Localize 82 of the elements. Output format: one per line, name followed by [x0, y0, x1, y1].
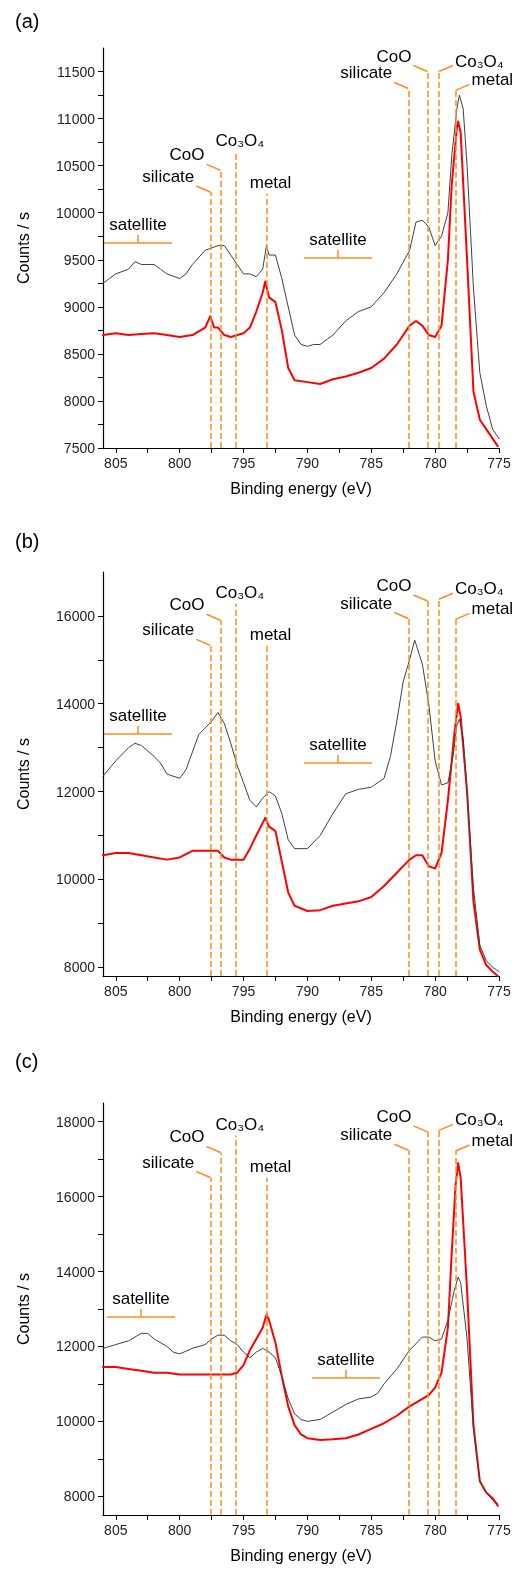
- y-tick-label: 16000: [56, 1188, 96, 1205]
- y-tick-label: 8000: [63, 1488, 96, 1505]
- y-tick-label: 10000: [56, 871, 96, 888]
- y-tick-label: 10000: [56, 204, 96, 221]
- annotation: metal: [471, 70, 514, 90]
- annotation: silicate: [340, 63, 393, 83]
- x-tick-label: 805: [104, 455, 128, 471]
- chart-title: (a): [15, 10, 40, 32]
- annotation: Co₃O₄: [454, 51, 504, 71]
- chart-title: (c): [15, 1050, 39, 1072]
- x-tick-label: 805: [104, 1522, 128, 1538]
- y-tick-label: 9500: [63, 251, 96, 268]
- x-tick-label: 785: [359, 455, 384, 471]
- y-tick-label: 8000: [63, 392, 96, 409]
- y-tick-label: 12000: [56, 1338, 96, 1355]
- y-tick-label: 8500: [63, 345, 96, 362]
- annotation: Co₃O₄: [454, 1110, 504, 1130]
- annotation: silicate: [142, 1152, 195, 1172]
- y-tick-label: 11500: [57, 63, 96, 80]
- x-tick-label: 800: [167, 1522, 192, 1538]
- annotation: silicate: [142, 167, 195, 186]
- annotation: satellite: [112, 1289, 170, 1308]
- annotation: metal: [249, 624, 292, 644]
- y-tick-label: 8000: [63, 959, 96, 976]
- y-tick-label: 18000: [56, 1113, 96, 1130]
- y-tick-label: 14000: [56, 695, 96, 712]
- annotation: CoO: [169, 145, 205, 165]
- annotation: CoO: [376, 575, 412, 595]
- annotation: satellite: [309, 230, 367, 249]
- line-series: [102, 639, 500, 973]
- x-tick-label: 795: [231, 1522, 256, 1538]
- y-tick-label: 10500: [56, 157, 96, 174]
- y-axis-title: Counts / s: [14, 1272, 32, 1346]
- annotation: CoO: [169, 1127, 205, 1147]
- line-series: [102, 1276, 499, 1505]
- x-axis-title: Binding energy (eV): [230, 1007, 372, 1025]
- x-tick-label: 785: [359, 1522, 384, 1538]
- y-axis-title: Counts / s: [14, 737, 32, 811]
- annotation: CoO: [376, 46, 412, 66]
- y-tick-label: 12000: [56, 783, 96, 800]
- annotation: satellite: [109, 706, 167, 725]
- x-tick-label: 775: [487, 455, 511, 471]
- chart-title: (b): [15, 530, 40, 552]
- x-tick-label: 785: [359, 983, 384, 999]
- x-axis-title: Binding energy (eV): [230, 1546, 372, 1564]
- annotation: metal: [471, 1130, 514, 1150]
- y-tick-label: 16000: [56, 607, 96, 624]
- x-tick-label: 795: [231, 983, 256, 999]
- x-tick-label: 790: [295, 983, 320, 999]
- annotation: satellite: [309, 735, 367, 754]
- x-tick-label: 775: [487, 1522, 511, 1538]
- x-tick-label: 800: [167, 455, 192, 471]
- annotation: silicate: [142, 620, 195, 640]
- annotation: Co₃O₄: [215, 1114, 265, 1134]
- x-tick-label: 780: [423, 983, 448, 999]
- annotation: CoO: [169, 595, 205, 615]
- y-tick-label: 9000: [63, 298, 96, 315]
- annotation: satellite: [109, 215, 167, 234]
- annotation: silicate: [340, 1125, 393, 1145]
- annotation: satellite: [317, 1350, 375, 1369]
- y-axis-title: Counts / s: [14, 211, 32, 285]
- x-tick-label: 790: [295, 455, 320, 471]
- annotation: Co₃O₄: [215, 582, 265, 602]
- y-tick-label: 7500: [63, 440, 96, 456]
- annotation: Co₃O₄: [454, 579, 504, 599]
- annotation: metal: [471, 599, 514, 619]
- x-tick-label: 775: [487, 983, 511, 999]
- x-axis-title: Binding energy (eV): [230, 479, 372, 497]
- annotation: metal: [249, 1156, 292, 1176]
- y-tick-label: 11000: [57, 110, 96, 127]
- x-tick-label: 780: [423, 455, 448, 471]
- x-tick-label: 800: [167, 983, 192, 999]
- annotation: Co₃O₄: [215, 130, 265, 150]
- annotation: silicate: [340, 593, 393, 613]
- annotation: metal: [249, 172, 292, 192]
- x-tick-label: 780: [423, 1522, 448, 1538]
- y-tick-label: 10000: [56, 1413, 96, 1430]
- x-tick-label: 795: [231, 455, 256, 471]
- y-tick-label: 14000: [56, 1263, 96, 1280]
- annotation: CoO: [376, 1106, 412, 1126]
- x-tick-label: 790: [295, 1522, 320, 1538]
- x-tick-label: 805: [104, 983, 128, 999]
